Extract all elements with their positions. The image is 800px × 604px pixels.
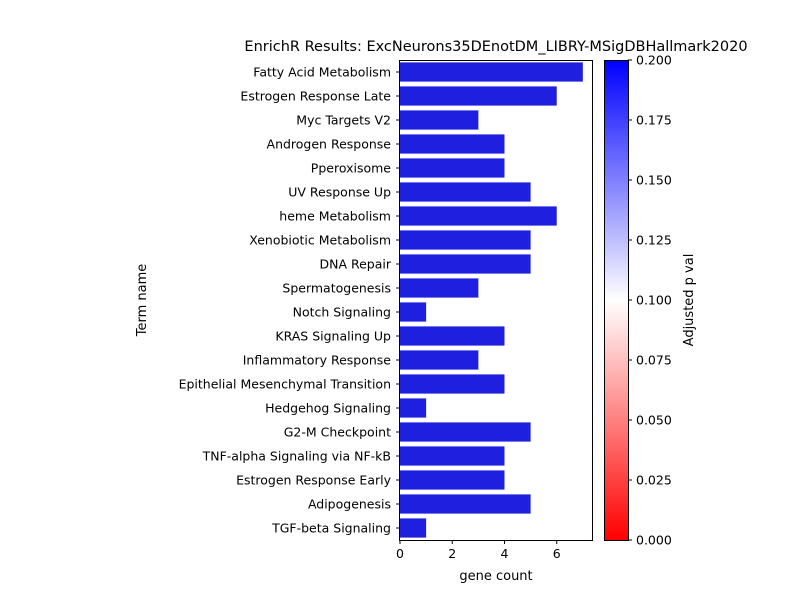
colorbar-tick-label: 0.000 [636,533,672,548]
bar [400,398,427,418]
bar [400,446,505,466]
bar [400,278,479,298]
bar [400,230,531,250]
y-tick-label: Adipogenesis [308,497,391,512]
bar [400,422,531,442]
y-tick-label: Fatty Acid Metabolism [253,65,391,80]
y-tick-label: Pperoxisome [311,161,391,176]
x-tick-label: 2 [448,546,456,561]
y-tick-label: DNA Repair [319,257,391,272]
y-tick-label: Hedgehog Signaling [265,401,391,416]
bar [400,62,583,82]
x-tick-label: 6 [553,546,561,561]
y-tick-label: UV Response Up [288,185,391,200]
colorbar-tick-label: 0.125 [636,233,672,248]
bar [400,326,505,346]
y-tick-label: Estrogen Response Late [240,89,391,104]
colorbar-tick-label: 0.075 [636,353,672,368]
colorbar-tick-label: 0.025 [636,473,672,488]
bar [400,494,531,514]
y-tick-label: TGF-beta Signaling [271,521,391,536]
plot-frame [399,60,593,541]
y-tick-label: heme Metabolism [279,209,391,224]
y-tick-label: Notch Signaling [293,305,391,320]
y-tick-label: KRAS Signaling Up [275,329,391,344]
x-axis-label: gene count [459,569,532,584]
colorbar-ticks: 0.000 0.025 0.050 0.075 0.100 0.125 0.150 0.175… [628,53,672,548]
bar [400,350,479,370]
y-tick-label: Androgen Response [267,137,392,152]
x-axis: 0 2 4 6 [396,540,561,561]
y-tick-label: Myc Targets V2 [296,113,391,128]
bars-group [400,62,583,538]
colorbar-tick-label: 0.150 [636,173,672,188]
bar [400,254,531,274]
bar [400,110,479,130]
y-tick-label: Estrogen Response Early [236,473,392,488]
chart-title: EnrichR Results: ExcNeurons35DEnotDM_LIB… [244,39,747,55]
y-tick-labels: Fatty Acid Metabolism Estrogen Response L… [179,65,400,536]
bar [400,86,557,106]
y-axis-label: Term name [135,264,150,338]
y-tick-label: Inflammatory Response [243,353,392,368]
colorbar-tick-label: 0.050 [636,413,672,428]
colorbar [604,60,629,541]
bar [400,158,505,178]
y-tick-label: Xenobiotic Metabolism [249,233,391,248]
x-tick-label: 0 [396,546,404,561]
bar [400,470,505,490]
bar [400,182,531,202]
bar [400,374,505,394]
colorbar-label: Adjusted p val [682,254,697,347]
bar [400,134,505,154]
colorbar-tick-label: 0.200 [636,53,672,68]
y-tick-label: G2-M Checkpoint [284,425,391,440]
bar [400,302,427,322]
x-tick-label: 4 [501,546,509,561]
colorbar-tick-label: 0.175 [636,113,672,128]
y-tick-label: Spermatogenesis [282,281,391,296]
y-tick-label: TNF-alpha Signaling via NF-kB [202,449,391,464]
y-tick-label: Epithelial Mesenchymal Transition [179,377,391,392]
colorbar-tick-label: 0.100 [636,293,672,308]
bar [400,518,427,538]
bar [400,206,557,226]
